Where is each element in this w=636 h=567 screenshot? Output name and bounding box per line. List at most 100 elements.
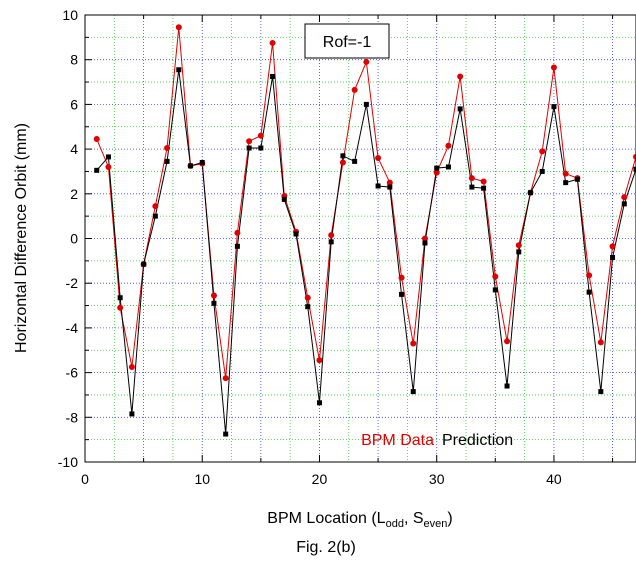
data-point-bpm-data — [609, 243, 616, 250]
data-point-prediction — [504, 383, 510, 389]
data-point-prediction — [94, 167, 100, 173]
data-point-bpm-data — [433, 169, 440, 176]
data-point-prediction — [422, 240, 428, 246]
y-tick-label: -4 — [66, 320, 79, 336]
data-point-bpm-data — [457, 73, 464, 80]
data-point-prediction — [141, 261, 147, 267]
data-point-bpm-data — [597, 339, 604, 346]
data-point-prediction — [621, 201, 627, 207]
x-tick-label: 40 — [546, 471, 562, 487]
data-point-prediction — [375, 183, 381, 189]
data-point-bpm-data — [398, 274, 405, 281]
data-point-prediction — [598, 389, 604, 395]
data-point-bpm-data — [93, 136, 100, 143]
y-tick-label: -2 — [66, 275, 79, 291]
data-point-bpm-data — [515, 242, 522, 249]
data-point-prediction — [481, 185, 487, 191]
data-point-bpm-data — [234, 229, 241, 236]
minor-gridlines — [85, 15, 636, 462]
series-layer — [93, 24, 636, 437]
data-point-prediction — [258, 145, 264, 151]
x-axis-label-sub-odd: odd — [386, 518, 404, 530]
data-point-prediction — [328, 239, 334, 245]
y-tick-label: -8 — [66, 409, 79, 425]
data-point-prediction — [199, 160, 205, 166]
y-tick-label: 6 — [70, 96, 78, 112]
data-point-prediction — [610, 254, 616, 260]
tick-labels: 0 10 20 30 40 -10 -8 -6 -4 -2 0 2 4 6 8 10 — [58, 7, 562, 487]
data-point-prediction — [527, 190, 533, 196]
data-point-bpm-data — [539, 148, 546, 155]
legend-label-bpm-data: BPM Data — [361, 432, 434, 449]
data-point-prediction — [293, 231, 299, 237]
data-point-prediction — [246, 145, 252, 151]
data-point-prediction — [176, 67, 182, 73]
y-tick-label: 2 — [70, 186, 78, 202]
data-point-bpm-data — [269, 39, 276, 46]
data-point-prediction — [457, 106, 463, 112]
data-point-prediction — [105, 154, 111, 160]
data-point-bpm-data — [504, 338, 511, 345]
x-axis-label-main: BPM Location (L — [267, 510, 385, 527]
data-point-prediction — [551, 104, 557, 110]
data-point-bpm-data — [375, 155, 382, 162]
data-point-prediction — [129, 411, 135, 417]
data-point-bpm-data — [386, 179, 393, 186]
figure-caption: Fig. 2(b) — [296, 539, 356, 556]
data-point-bpm-data — [351, 86, 358, 93]
data-point-prediction — [340, 153, 346, 159]
data-point-prediction — [410, 389, 416, 395]
x-tick-label: 0 — [81, 471, 89, 487]
data-point-prediction — [469, 184, 475, 190]
data-point-prediction — [492, 287, 498, 293]
data-point-prediction — [633, 166, 636, 172]
data-point-prediction — [316, 400, 322, 406]
data-point-bpm-data — [339, 159, 346, 166]
annotation-label: Rof=-1 — [323, 34, 372, 51]
data-point-bpm-data — [480, 178, 487, 185]
data-point-bpm-data — [164, 144, 171, 151]
data-point-bpm-data — [586, 272, 593, 279]
data-point-prediction — [281, 196, 287, 202]
data-point-prediction — [387, 184, 393, 190]
y-tick-label: -10 — [58, 454, 78, 470]
data-point-prediction — [363, 101, 369, 107]
data-point-prediction — [234, 243, 240, 249]
data-point-prediction — [305, 304, 311, 310]
data-point-bpm-data — [257, 132, 264, 139]
data-point-prediction — [586, 289, 592, 295]
data-point-bpm-data — [633, 153, 636, 160]
y-tick-label: 10 — [62, 7, 78, 23]
legend-label-prediction: Prediction — [442, 432, 513, 449]
x-axis-label-end: ) — [447, 510, 452, 527]
x-axis-label-sub-even: even — [424, 518, 448, 530]
data-point-bpm-data — [410, 340, 417, 347]
data-point-prediction — [352, 158, 358, 164]
data-point-bpm-data — [550, 64, 557, 71]
data-point-prediction — [117, 295, 123, 301]
data-point-bpm-data — [363, 58, 370, 65]
data-point-prediction — [211, 300, 217, 306]
data-point-bpm-data — [222, 375, 229, 382]
data-point-bpm-data — [562, 170, 569, 177]
data-point-bpm-data — [105, 163, 112, 170]
y-axis-label: Horizontal Difference Orbit (mm) — [13, 123, 30, 353]
x-axis-label-mid: , S — [404, 510, 424, 527]
annotation-box — [304, 23, 390, 59]
y-tick-label: 0 — [70, 231, 78, 247]
data-point-prediction — [563, 180, 569, 186]
data-point-bpm-data — [246, 138, 253, 145]
data-point-prediction — [223, 431, 229, 437]
axis-ticks — [84, 14, 614, 463]
data-point-prediction — [445, 164, 451, 170]
data-point-bpm-data — [117, 304, 124, 311]
series-line-bpm-data — [96, 27, 636, 379]
data-point-bpm-data — [152, 203, 159, 210]
data-point-bpm-data — [468, 175, 475, 182]
y-tick-label: 8 — [70, 52, 78, 68]
y-tick-label: 4 — [70, 141, 78, 157]
data-point-prediction — [516, 249, 522, 255]
y-tick-label: -6 — [66, 365, 79, 381]
x-tick-label: 10 — [194, 471, 210, 487]
